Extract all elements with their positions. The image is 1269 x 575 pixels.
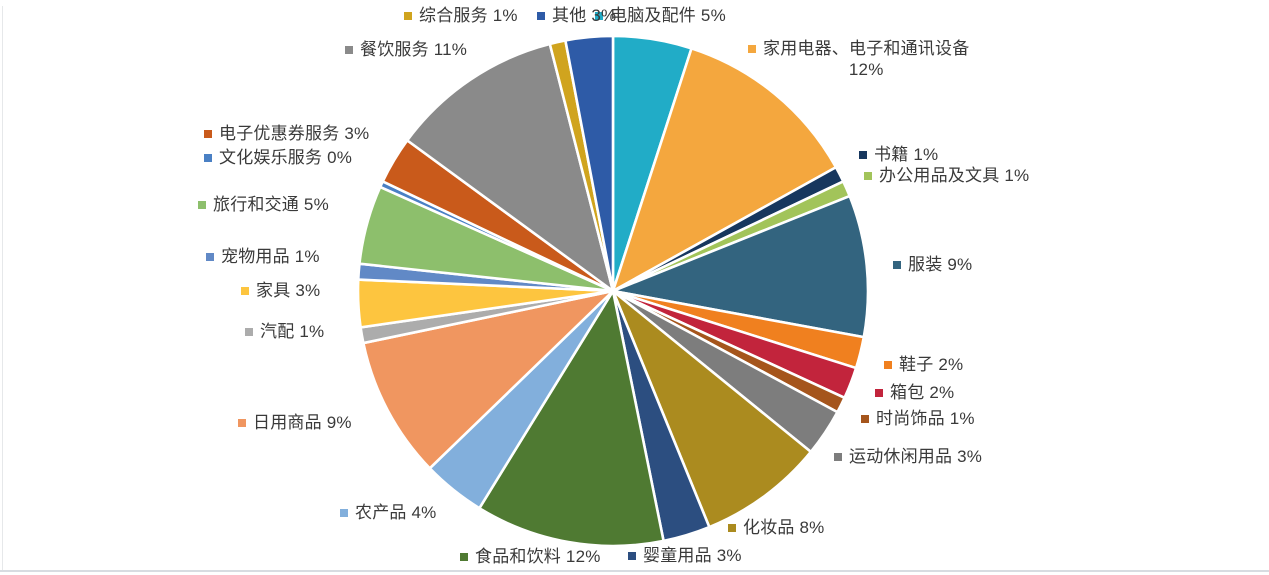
pie-label-18: 旅行和交通 5% bbox=[198, 194, 329, 215]
legend-key-square bbox=[238, 418, 246, 427]
legend-key-square bbox=[345, 45, 353, 54]
pie-label-text: 办公用品及文具 1% bbox=[879, 166, 1030, 185]
pie-label-text: 餐饮服务 11% bbox=[360, 40, 468, 59]
pie-label-text: 宠物用品 1% bbox=[221, 247, 320, 266]
legend-key-square bbox=[537, 11, 545, 20]
pie-label-1: 电脑及配件 5% bbox=[595, 5, 726, 26]
legend-key-square bbox=[859, 150, 867, 159]
pie-label-text: 日用商品 9% bbox=[253, 413, 352, 432]
pie-label-8: 时尚饰品 1% bbox=[861, 408, 975, 429]
pie-label-4: 办公用品及文具 1% bbox=[864, 165, 1029, 186]
pie-label-text: 时尚饰品 1% bbox=[876, 409, 975, 428]
legend-key-square bbox=[245, 327, 253, 336]
pie-label-3: 书籍 1% bbox=[859, 144, 938, 165]
pie-label-text: 婴童用品 3% bbox=[643, 546, 742, 565]
pie-label-text: 运动休闲用品 3% bbox=[849, 447, 983, 466]
pie-slice-21 bbox=[405, 42, 616, 295]
pie-label-text: 服装 9% bbox=[908, 255, 973, 274]
pie-label-text: 其他 3% bbox=[552, 6, 617, 25]
pie-slice-10 bbox=[611, 289, 813, 529]
pie-label-text: 鞋子 2% bbox=[899, 355, 964, 374]
legend-key-square bbox=[241, 286, 249, 295]
pie-label-7: 箱包 2% bbox=[875, 382, 954, 403]
legend-key-square bbox=[198, 200, 206, 209]
legend-key-square bbox=[204, 153, 212, 162]
legend-key-square bbox=[204, 129, 212, 138]
pie-label-9: 运动休闲用品 3% bbox=[834, 446, 982, 467]
pie-label-text: 农产品 4% bbox=[355, 503, 437, 522]
pie-label-text: 家具 3% bbox=[256, 281, 321, 300]
pie-label-text: 食品和饮料 12% bbox=[475, 547, 601, 566]
pie-label-19: 文化娱乐服务 0% bbox=[204, 147, 352, 168]
legend-key-square bbox=[864, 171, 872, 180]
legend-key-square bbox=[460, 552, 468, 561]
legend-key-square bbox=[875, 388, 883, 397]
left-edge-line bbox=[2, 6, 3, 571]
pie-label-text: 汽配 1% bbox=[260, 322, 325, 341]
pie-label-15: 汽配 1% bbox=[245, 321, 324, 342]
pie-label-22: 综合服务 1% bbox=[404, 5, 518, 26]
pie-label-text: 电子优惠券服务 3% bbox=[219, 124, 370, 143]
legend-key-square bbox=[728, 523, 736, 532]
pie-slice-12 bbox=[477, 287, 666, 548]
legend-key-square bbox=[628, 551, 636, 560]
pie-label-14: 日用商品 9% bbox=[238, 412, 352, 433]
pie-label-text: 化妆品 8% bbox=[743, 518, 825, 537]
pie-slice-23 bbox=[563, 34, 615, 292]
bottom-divider bbox=[0, 570, 1269, 572]
pie-label-text: 箱包 2% bbox=[890, 383, 955, 402]
legend-key-square bbox=[884, 360, 892, 369]
legend-key-square bbox=[861, 414, 869, 423]
legend-key-square bbox=[404, 11, 412, 20]
pie-label-6: 鞋子 2% bbox=[884, 354, 963, 375]
legend-key-square bbox=[595, 11, 603, 20]
pie-label-text: 综合服务 1% bbox=[419, 6, 518, 25]
pie-slice-2 bbox=[610, 46, 838, 294]
pie-label-10: 化妆品 8% bbox=[728, 517, 825, 538]
pie-label-5: 服装 9% bbox=[893, 254, 972, 275]
pie-label-20: 电子优惠券服务 3% bbox=[204, 123, 369, 144]
pie-label-text: 文化娱乐服务 0% bbox=[219, 148, 353, 167]
pie-label-21: 餐饮服务 11% bbox=[345, 39, 467, 60]
pie-label-16: 家具 3% bbox=[241, 280, 320, 301]
legend-key-square bbox=[340, 508, 348, 517]
legend-key-square bbox=[206, 252, 214, 261]
pie-label-12: 食品和饮料 12% bbox=[460, 546, 601, 567]
legend-key-square bbox=[748, 45, 756, 53]
pie-slice-14 bbox=[361, 288, 618, 471]
legend-key-square bbox=[834, 452, 842, 461]
pie-label-text: 电脑及配件 5% bbox=[610, 6, 726, 25]
pie-label-text: 书籍 1% bbox=[874, 145, 939, 164]
pie-label-13: 农产品 4% bbox=[340, 502, 437, 523]
pie-label-text: 旅行和交通 5% bbox=[213, 195, 329, 214]
pie-label-23: 其他 3% bbox=[537, 5, 616, 26]
pie-label-2: 家用电器、电子和通讯设备 12% bbox=[748, 38, 969, 80]
legend-key-square bbox=[893, 260, 901, 269]
pie-label-11: 婴童用品 3% bbox=[628, 545, 742, 566]
pie-label-text: 家用电器、电子和通讯设备 12% bbox=[763, 39, 970, 79]
pie-label-17: 宠物用品 1% bbox=[206, 246, 320, 267]
